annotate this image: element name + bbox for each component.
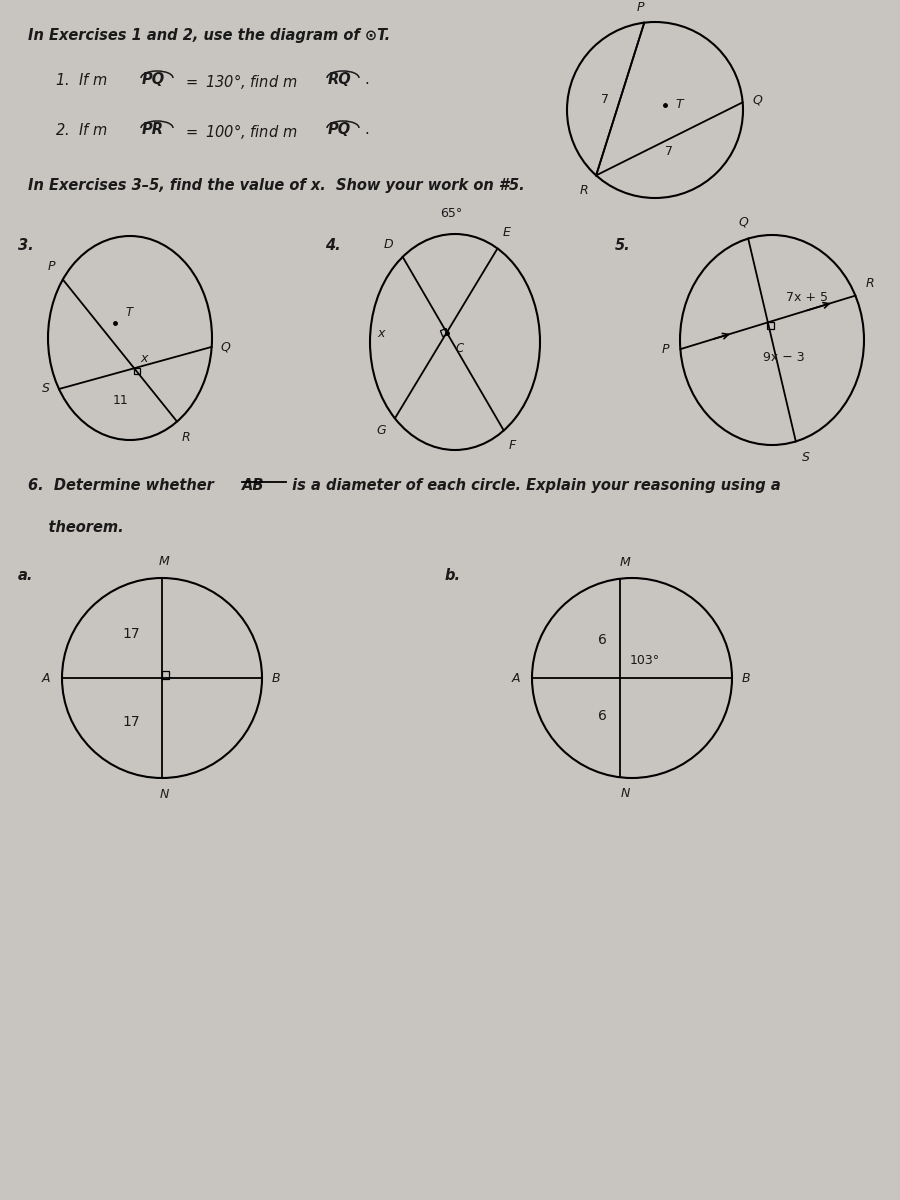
Text: T: T (675, 98, 682, 112)
Text: 11: 11 (112, 394, 128, 407)
Text: R: R (580, 185, 588, 197)
Text: 6: 6 (598, 709, 607, 722)
Text: T: T (126, 306, 133, 319)
Text: 5.: 5. (615, 238, 631, 253)
Text: 65°: 65° (440, 206, 462, 220)
Text: b.: b. (445, 568, 461, 583)
Text: A: A (41, 672, 50, 684)
Text: In Exercises 3–5, find the value of x.  Show your work on #5.: In Exercises 3–5, find the value of x. S… (28, 178, 525, 193)
Text: theorem.: theorem. (28, 520, 123, 535)
Text: C: C (455, 342, 464, 354)
Text: 6: 6 (598, 634, 607, 647)
Text: $=$ 100°, find $m$: $=$ 100°, find $m$ (178, 122, 297, 140)
Text: 4.: 4. (325, 238, 340, 253)
Text: A: A (511, 672, 520, 684)
Text: N: N (159, 788, 168, 802)
Text: E: E (502, 227, 510, 240)
Text: 1.  If $m$: 1. If $m$ (55, 72, 108, 88)
Text: B: B (742, 672, 751, 684)
Text: RQ: RQ (328, 72, 352, 86)
Text: AB: AB (242, 478, 265, 493)
Text: 17: 17 (122, 715, 140, 730)
Text: R: R (866, 277, 874, 289)
Text: 9x − 3: 9x − 3 (763, 350, 805, 364)
Text: S: S (42, 383, 50, 396)
Text: F: F (508, 439, 516, 452)
Text: Q: Q (738, 216, 748, 228)
Text: Q: Q (752, 94, 762, 107)
Text: P: P (636, 1, 644, 13)
Text: PQ: PQ (142, 72, 165, 86)
Text: B: B (272, 672, 281, 684)
Text: N: N (620, 787, 630, 800)
Text: .: . (364, 122, 369, 137)
Text: x: x (140, 352, 148, 365)
Text: R: R (182, 431, 191, 444)
Text: P: P (662, 343, 670, 355)
Text: .: . (364, 72, 369, 86)
Text: 3.: 3. (18, 238, 33, 253)
Text: $=$ 130°, find $m$: $=$ 130°, find $m$ (178, 72, 297, 91)
Text: M: M (158, 554, 169, 568)
Text: S: S (802, 451, 810, 464)
Text: PQ: PQ (328, 122, 351, 137)
Text: 7: 7 (601, 92, 609, 106)
Text: M: M (619, 556, 630, 569)
Text: Q: Q (220, 341, 230, 353)
Text: 6.  Determine whether: 6. Determine whether (28, 478, 219, 493)
Text: 103°: 103° (630, 654, 660, 666)
Text: P: P (48, 260, 55, 274)
Text: a.: a. (18, 568, 33, 583)
Text: PR: PR (142, 122, 164, 137)
Text: 7: 7 (665, 145, 673, 158)
Text: x: x (377, 326, 384, 340)
Text: 17: 17 (122, 626, 140, 641)
Text: 2.  If $m$: 2. If $m$ (55, 122, 108, 138)
Text: is a diameter of each circle. Explain your reasoning using a: is a diameter of each circle. Explain yo… (287, 478, 781, 493)
Text: 7x + 5: 7x + 5 (786, 290, 828, 304)
Text: In Exercises 1 and 2, use the diagram of ⊙T.: In Exercises 1 and 2, use the diagram of… (28, 28, 390, 43)
Text: D: D (384, 238, 393, 251)
Text: G: G (376, 425, 386, 437)
